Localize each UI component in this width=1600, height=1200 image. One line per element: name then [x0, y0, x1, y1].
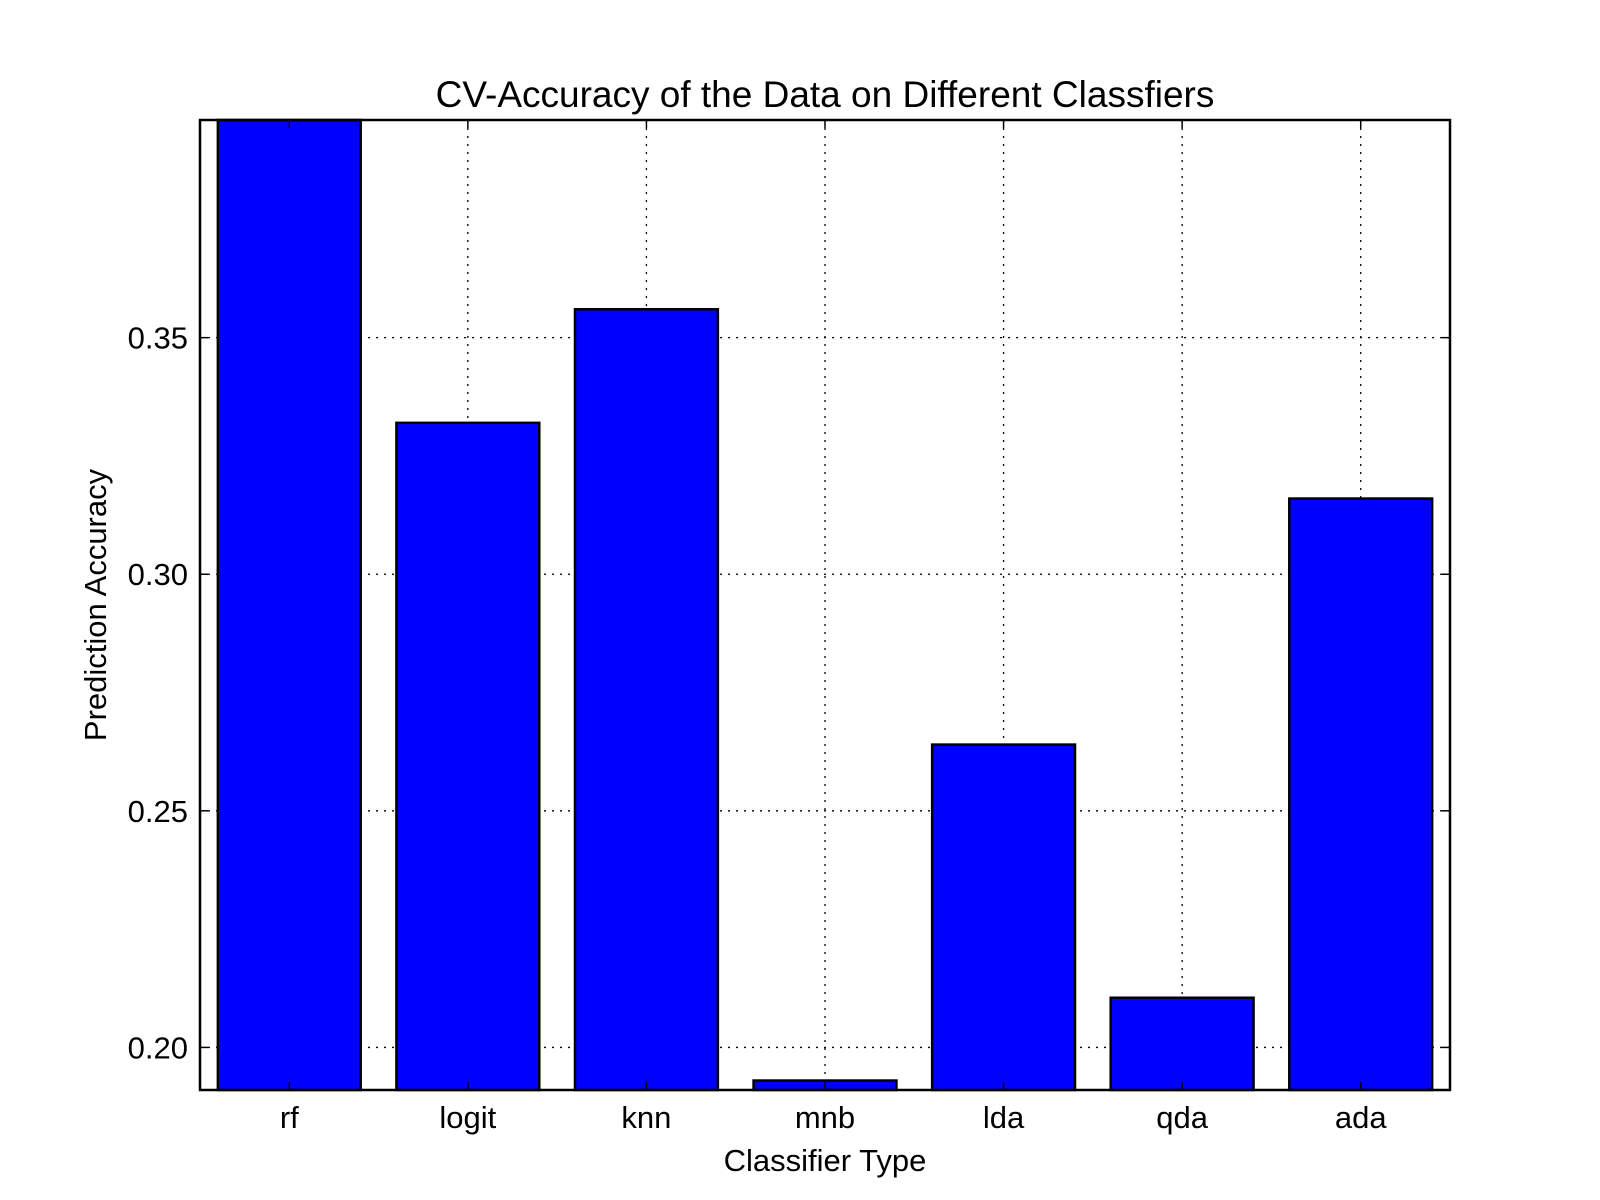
y-tick-label: 0.30	[128, 557, 188, 592]
x-tick-label: mnb	[795, 1100, 855, 1135]
x-tick-label: qda	[1156, 1100, 1208, 1135]
bar-logit	[395, 421, 541, 1092]
tick-labels: 0.20 0.25 0.30 0.35 rf logit knn mnb lda qda ada	[128, 321, 1388, 1135]
bar-lda	[930, 743, 1077, 1092]
bar-knn	[573, 308, 720, 1092]
x-tick-label: knn	[621, 1100, 671, 1135]
y-axis-label: Prediction Accuracy	[78, 468, 113, 741]
x-tick-label: ada	[1335, 1100, 1387, 1135]
chart-title: CV-Accuracy of the Data on Different Cla…	[436, 74, 1215, 115]
y-tick-label: 0.20	[128, 1030, 188, 1065]
bar-qda	[1109, 996, 1255, 1092]
y-tick-label: 0.35	[128, 321, 188, 356]
x-tick-label: logit	[439, 1100, 496, 1135]
bar-rf	[216, 118, 362, 1092]
bars	[216, 118, 1434, 1092]
bar-ada	[1288, 497, 1434, 1092]
ticks	[200, 120, 1450, 1090]
x-tick-label: rf	[280, 1100, 299, 1135]
x-axis-label: Classifier Type	[724, 1143, 927, 1178]
y-tick-label: 0.25	[128, 794, 188, 829]
x-tick-label: lda	[983, 1100, 1025, 1135]
